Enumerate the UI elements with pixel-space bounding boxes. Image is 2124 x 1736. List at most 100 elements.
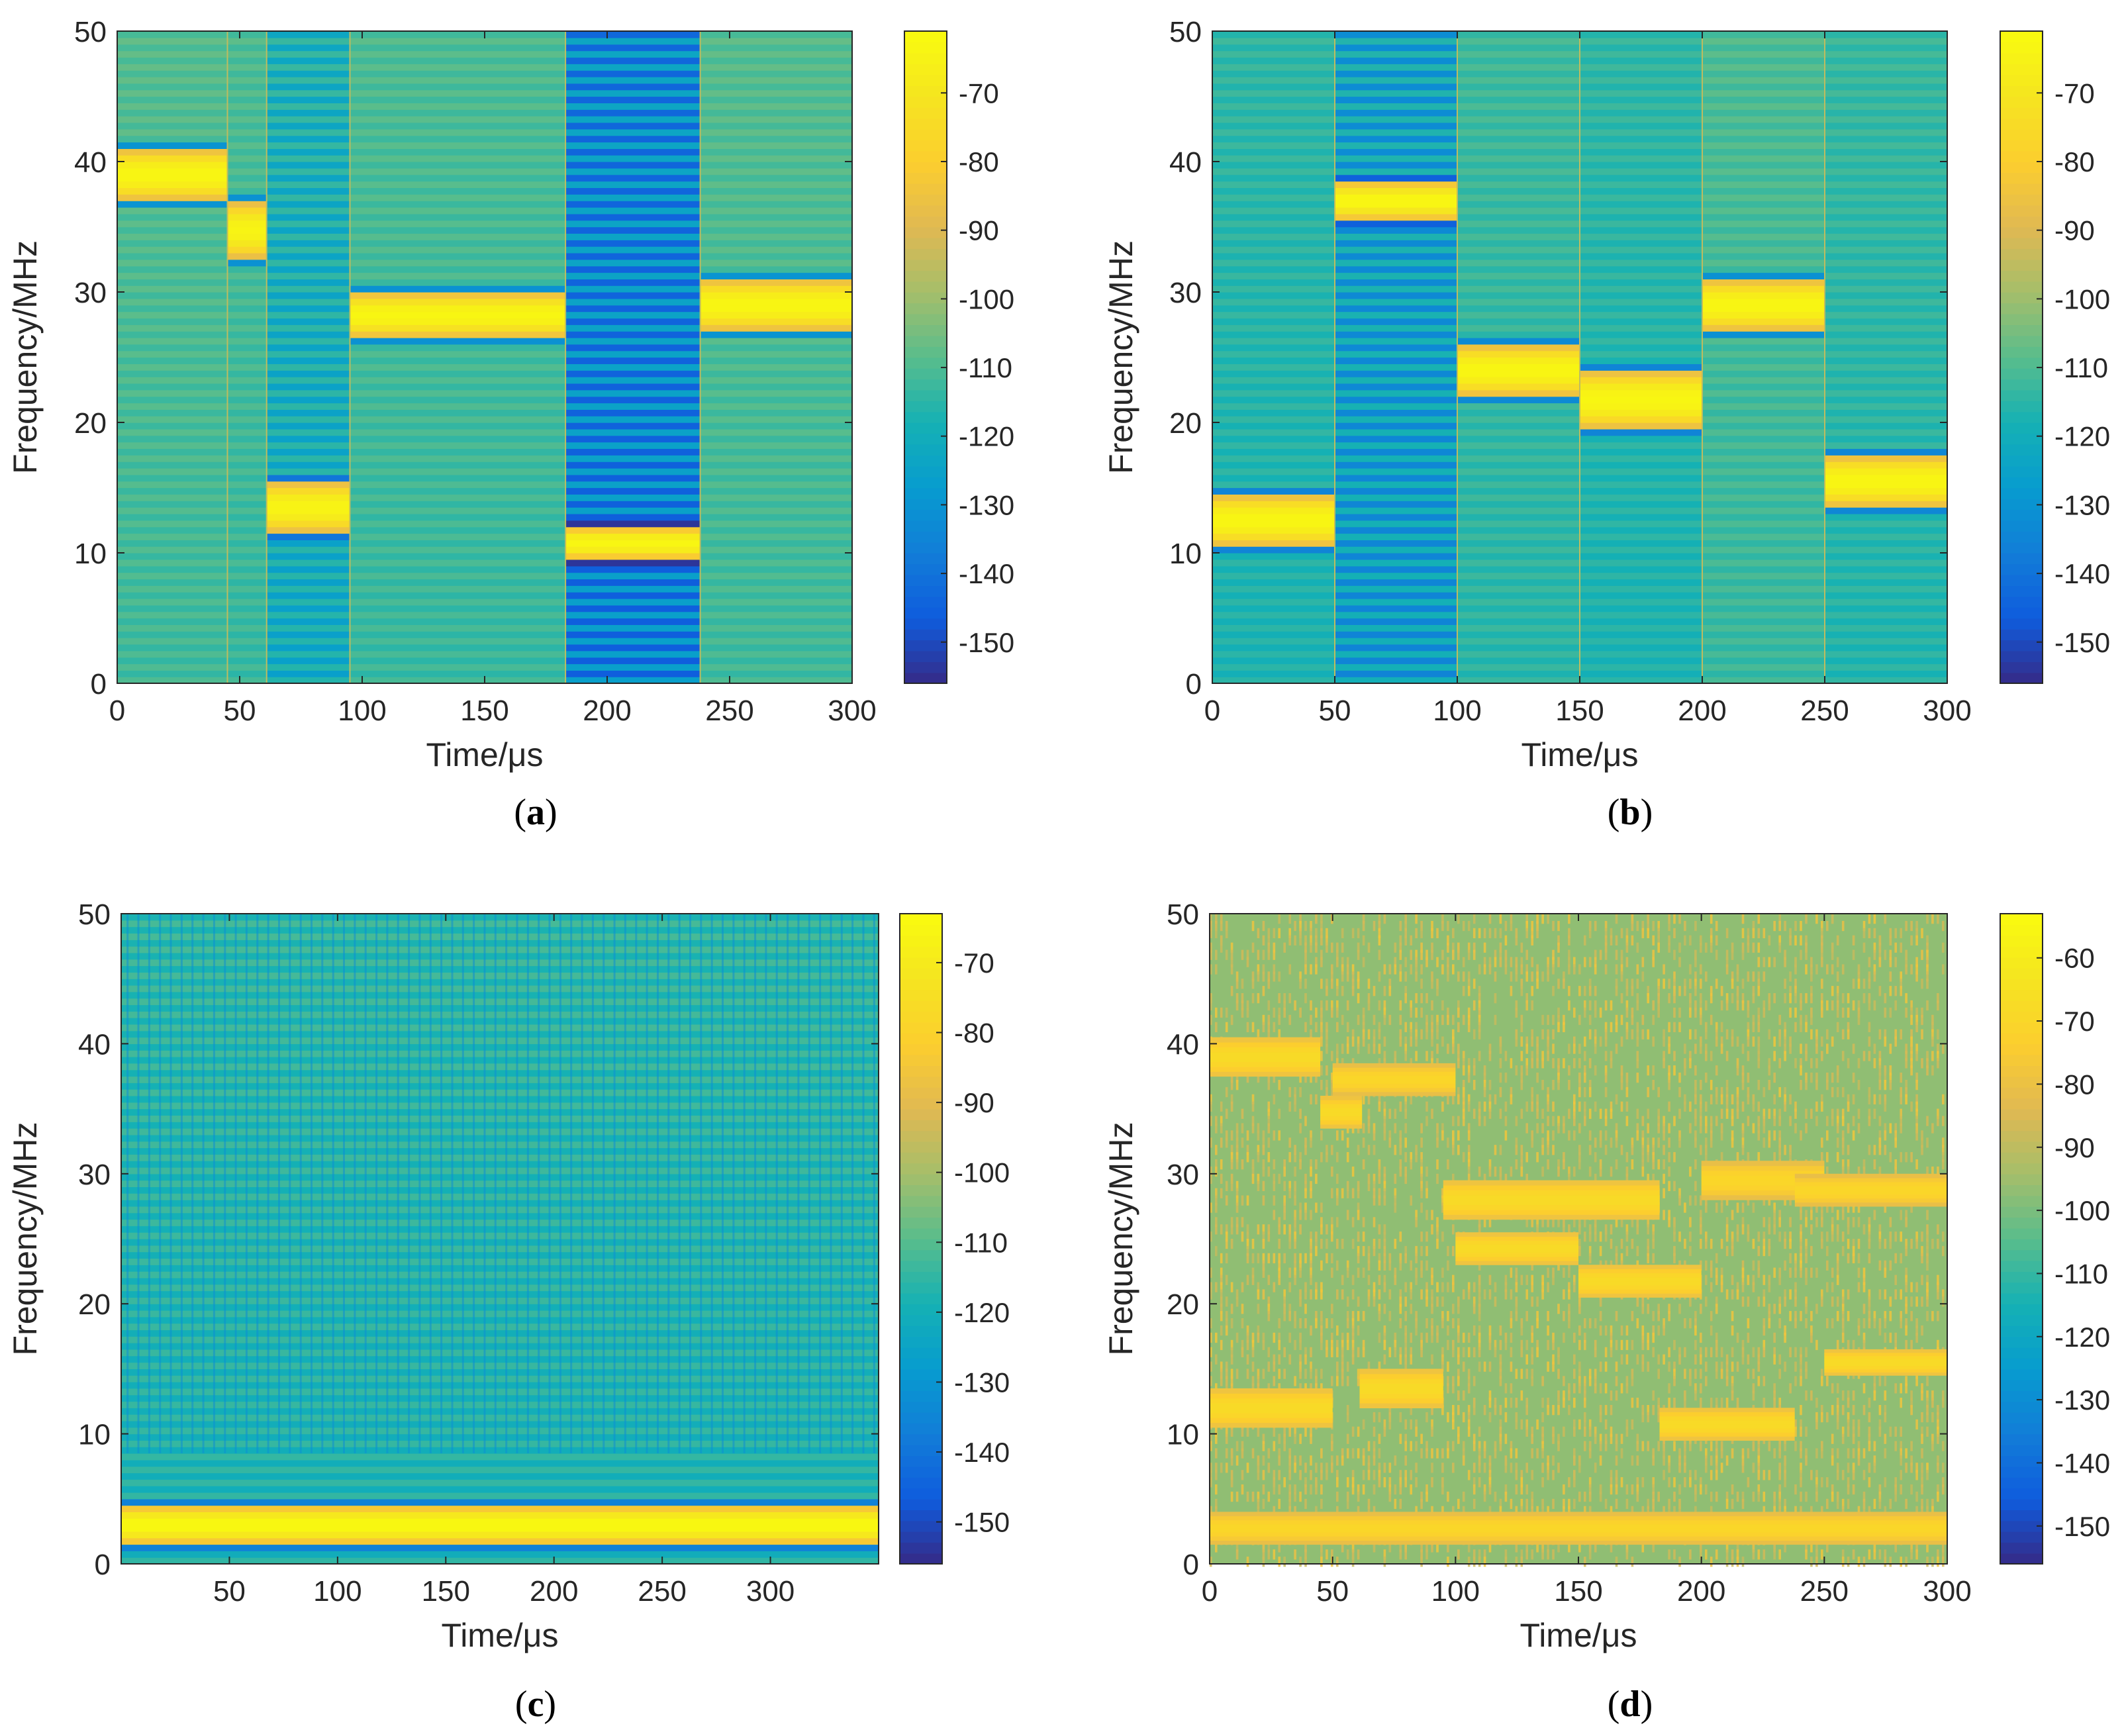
freq-row [1335, 337, 1457, 345]
noise-cell [1210, 1433, 1212, 1444]
time-stripe [473, 914, 475, 1454]
noise-cell [1210, 1231, 1212, 1242]
freq-row [700, 194, 852, 201]
noise-cell [1326, 1000, 1328, 1011]
freq-row [1212, 572, 1335, 579]
noise-cell [1425, 1441, 1428, 1451]
noise-cell [1573, 1477, 1576, 1488]
noise-cell [1415, 1022, 1418, 1032]
noise-cell [1673, 1245, 1676, 1257]
freq-row [1580, 265, 1702, 273]
noise-cell [1457, 1116, 1460, 1126]
colorbar-step [900, 1141, 942, 1153]
noise-cell [1294, 1455, 1296, 1466]
freq-row [227, 272, 267, 279]
noise-cell [1462, 1448, 1465, 1459]
freq-row [1457, 298, 1580, 306]
freq-row [1825, 174, 1947, 182]
colorbar-step [904, 216, 947, 228]
freq-row [1825, 624, 1947, 632]
noise-cell [1647, 1065, 1649, 1076]
noise-cell [1615, 1094, 1618, 1105]
noise-cell [1563, 1152, 1565, 1163]
noise-cell [1299, 1086, 1302, 1098]
noise-cell [1351, 979, 1355, 989]
noise-cell [1241, 1339, 1244, 1351]
noise-cell [1483, 957, 1486, 967]
colorbar-step [904, 640, 947, 651]
noise-cell [1472, 1296, 1476, 1307]
colorbar-step [900, 1314, 942, 1326]
noise-cell [1320, 914, 1323, 924]
noise-cell [1557, 957, 1560, 967]
noise-cell [1584, 1491, 1586, 1502]
noise-cell [1410, 1282, 1412, 1292]
noise-cell [1410, 1029, 1412, 1039]
noise-cell [1431, 1000, 1433, 1011]
freq-row [1457, 142, 1580, 149]
freq-row [1457, 279, 1580, 286]
noise-cell [1652, 1137, 1655, 1148]
freq-row [1335, 37, 1457, 45]
freq-row [1457, 565, 1580, 573]
noise-cell [1684, 1239, 1686, 1249]
noise-cell [1273, 949, 1276, 960]
noise-cell [1288, 1181, 1291, 1191]
freq-row [565, 344, 700, 352]
noise-cell [1436, 1058, 1439, 1069]
noise-cell [1673, 1361, 1676, 1372]
freq-row [1212, 168, 1335, 175]
freq-row [1335, 455, 1457, 462]
noise-cell [1694, 1181, 1697, 1191]
noise-cell [1641, 971, 1645, 982]
noise-cell [1615, 1470, 1618, 1480]
noise-cell [1472, 1549, 1476, 1560]
freq-row [1825, 76, 1947, 84]
noise-cell [1251, 920, 1255, 932]
freq-row [1335, 663, 1457, 671]
noise-cell [1215, 1166, 1218, 1177]
noise-cell [1478, 1549, 1481, 1560]
noise-cell [1541, 1014, 1544, 1026]
freq-row [1335, 246, 1457, 254]
freq-row [1335, 461, 1457, 469]
noise-cell [1215, 1498, 1218, 1510]
noise-cell [1557, 1007, 1560, 1018]
freq-row [1457, 657, 1580, 665]
noise-cell [1367, 1043, 1371, 1054]
noise-cell [1631, 1455, 1634, 1466]
noise-cell [1230, 1080, 1233, 1090]
freq-row [121, 1329, 879, 1337]
noise-cell [1373, 1043, 1376, 1054]
noise-cell [1210, 1282, 1212, 1292]
noise-cell [1420, 1267, 1423, 1278]
noise-cell [1404, 1253, 1407, 1264]
freq-row [700, 148, 852, 156]
noise-cell [1615, 1390, 1618, 1401]
noise-cell [1378, 949, 1381, 960]
freq-row [350, 103, 566, 110]
freq-row [1825, 109, 1947, 117]
noise-cell [1210, 914, 1212, 924]
freq-row [227, 494, 267, 501]
noise-cell [1373, 1506, 1376, 1516]
noise-cell [1235, 1542, 1239, 1553]
freq-row [700, 122, 852, 130]
y-axis-label: Frequency/MHz [7, 240, 44, 474]
noise-cell [1615, 1130, 1618, 1141]
noise-cell [1483, 1557, 1486, 1567]
freq-row [266, 585, 350, 593]
freq-row [1702, 142, 1825, 149]
freq-row [117, 331, 228, 338]
noise-cell [1425, 1188, 1428, 1198]
noise-cell [1700, 1441, 1702, 1451]
freq-row [1457, 331, 1580, 338]
noise-cell [1604, 1325, 1608, 1336]
noise-cell [1410, 1347, 1412, 1357]
freq-row [117, 533, 228, 540]
noise-cell [1520, 1014, 1523, 1026]
noise-cell [1615, 1137, 1618, 1148]
noise-cell [1315, 1463, 1318, 1473]
freq-row [1702, 599, 1825, 606]
freq-row [117, 468, 228, 475]
